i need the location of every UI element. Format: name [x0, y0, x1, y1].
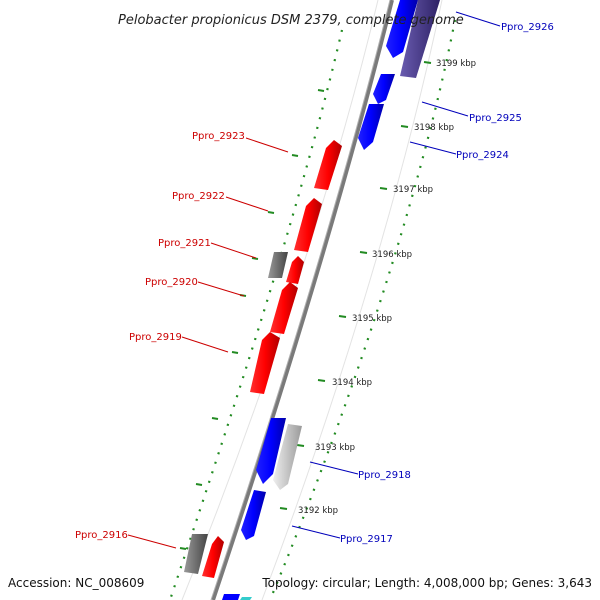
- gene-ppro-2923[interactable]: [314, 140, 342, 190]
- gene-label-ppro-2916[interactable]: Ppro_2916: [75, 530, 128, 541]
- gene-ppro-2924[interactable]: [358, 104, 384, 150]
- genome-backbone: [211, 0, 394, 600]
- label-leaders: [127, 11, 501, 549]
- map-title: Pelobacter propionicus DSM 2379, complet…: [118, 13, 464, 28]
- gene-label-ppro-2925[interactable]: Ppro_2925: [469, 113, 522, 124]
- tick-label-3198: 3198 kbp: [414, 123, 454, 133]
- gene-label-ppro-2917[interactable]: Ppro_2917: [340, 534, 393, 545]
- tick-label-3196: 3196 kbp: [372, 250, 412, 260]
- gene-label-ppro-2919[interactable]: Ppro_2919: [129, 332, 182, 343]
- gene-partial-bottom: [222, 594, 240, 600]
- tick-label-3194: 3194 kbp: [332, 378, 372, 388]
- gene-ppro-2916-gray[interactable]: [184, 534, 208, 574]
- gene-ppro-2916[interactable]: [202, 536, 224, 578]
- outer-dotted-track: [268, 19, 457, 600]
- topology-summary: Topology: circular; Length: 4,008,000 bp…: [261, 576, 592, 590]
- gene-ppro-2921[interactable]: [268, 252, 288, 278]
- gene-ppro-2918[interactable]: [273, 424, 302, 490]
- tick-label-3195: 3195 kbp: [352, 314, 392, 324]
- gene-ppro-2919[interactable]: [250, 332, 280, 394]
- gene-label-ppro-2924[interactable]: Ppro_2924: [456, 150, 509, 161]
- gene-ppro-2922[interactable]: [294, 198, 322, 252]
- tick-label-3199: 3199 kbp: [436, 59, 476, 69]
- gene-ppro-2920[interactable]: [270, 282, 298, 334]
- tick-label-3192: 3192 kbp: [298, 506, 338, 516]
- gene-ppro-2921-red[interactable]: [286, 256, 304, 284]
- gene-ppro-2926[interactable]: [386, 0, 418, 58]
- genome-backbone-highlight: [210, 0, 391, 600]
- gene-ppro-2925[interactable]: [373, 74, 395, 104]
- gene-label-ppro-2920[interactable]: Ppro_2920: [145, 277, 198, 288]
- gene-ppro-2917[interactable]: [241, 490, 266, 540]
- gene-label-ppro-2918[interactable]: Ppro_2918: [358, 470, 411, 481]
- tick-label-3197: 3197 kbp: [393, 185, 433, 195]
- gene-partial-cyan: [240, 597, 252, 600]
- gene-label-ppro-2921[interactable]: Ppro_2921: [158, 238, 211, 249]
- tick-label-3193: 3193 kbp: [315, 443, 355, 453]
- gene-ppro-2918-left[interactable]: [256, 418, 286, 484]
- gene-label-ppro-2922[interactable]: Ppro_2922: [172, 191, 225, 202]
- accession-text: Accession: NC_008609: [8, 576, 144, 590]
- gene-label-ppro-2926[interactable]: Ppro_2926: [501, 22, 554, 33]
- outer-ring-edge: [261, 0, 443, 600]
- tick-marks: [179, 61, 432, 550]
- gene-ppro-2926-partner[interactable]: [400, 0, 440, 78]
- gene-label-ppro-2923[interactable]: Ppro_2923: [192, 131, 245, 142]
